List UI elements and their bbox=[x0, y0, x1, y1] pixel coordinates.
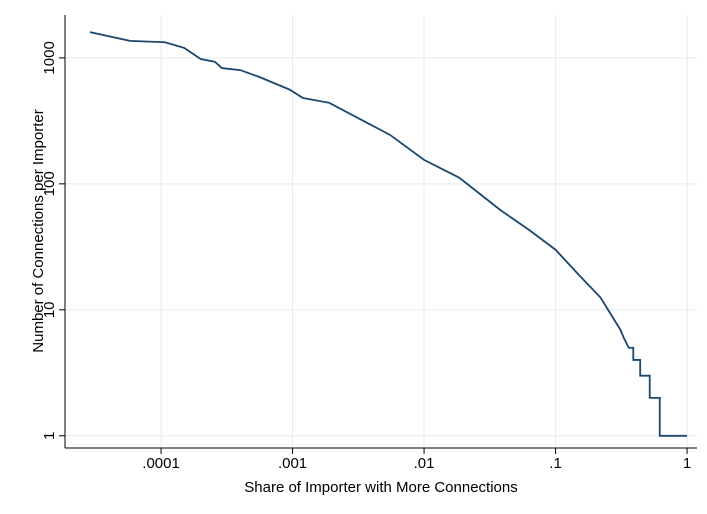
y-tick-label: 1000 bbox=[41, 41, 58, 74]
data-line bbox=[89, 31, 688, 437]
y-tick-label: 1 bbox=[41, 432, 58, 440]
y-tick-label: 100 bbox=[41, 171, 58, 196]
y-axis-title: Number of Connections per Importer bbox=[30, 109, 47, 352]
x-tick-label: .001 bbox=[278, 455, 307, 472]
x-axis-title: Share of Importer with More Connections bbox=[244, 479, 517, 496]
y-tick-label: 10 bbox=[41, 301, 58, 318]
x-tick-label: .0001 bbox=[142, 455, 180, 472]
x-tick-label: 1 bbox=[683, 455, 691, 472]
x-tick-label: .01 bbox=[414, 455, 435, 472]
x-tick-label: .1 bbox=[549, 455, 562, 472]
